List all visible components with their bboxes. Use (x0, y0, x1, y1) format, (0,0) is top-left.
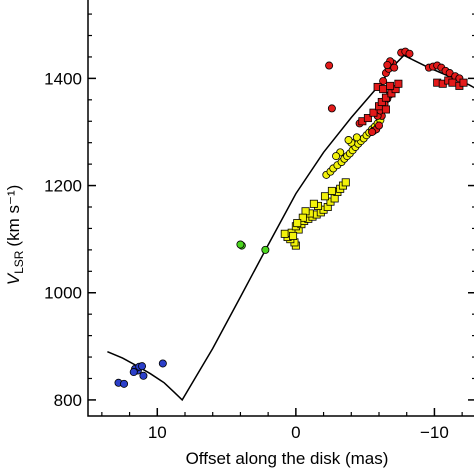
data-point-square (341, 178, 350, 187)
y-axis-label-subscript: LSR (12, 250, 26, 274)
y-axis: 800 1000 1200 1400 (44, 13, 474, 410)
data-point-square (309, 199, 318, 208)
data-point-circle (352, 133, 361, 142)
data-point-square (381, 93, 390, 102)
data-point-square (377, 97, 386, 106)
y-axis-label-unit: (km s⁻¹) (4, 185, 23, 247)
data-point-square (298, 213, 307, 222)
data-point-square (289, 231, 298, 240)
y-axis-label-main: V (4, 272, 23, 285)
data-point-circle (390, 63, 399, 72)
data-point-circle (379, 77, 388, 86)
y-tick-label: 1200 (44, 177, 82, 196)
data-point-circle (405, 49, 414, 58)
data-point-circle (129, 368, 138, 377)
data-point-square (386, 81, 395, 90)
data-point-square (459, 78, 468, 87)
data-points (114, 47, 468, 388)
data-point-circle (138, 362, 147, 371)
model-curve (107, 54, 474, 402)
data-point-circle (120, 379, 129, 388)
data-point-square (293, 219, 302, 228)
data-point-circle (344, 136, 353, 145)
data-point-circle (383, 60, 392, 69)
data-point-circle (261, 245, 270, 254)
data-point-square (327, 186, 336, 195)
x-tick-label: 10 (148, 423, 167, 442)
data-point-circle (368, 127, 377, 136)
data-point-square (280, 229, 289, 238)
y-tick-label: 1400 (44, 69, 82, 88)
y-axis-label: VLSR (km s⁻¹) (4, 185, 26, 286)
data-point-square (394, 79, 403, 88)
data-point-circle (139, 371, 148, 380)
x-tick-label: 0 (291, 423, 300, 442)
data-point-circle (236, 240, 245, 249)
data-point-circle (332, 152, 341, 161)
x-tick-label: −10 (420, 423, 449, 442)
data-point-circle (327, 104, 336, 113)
data-point-square (363, 114, 372, 123)
data-point-circle (325, 61, 334, 70)
data-point-square (448, 78, 457, 87)
data-point-square (379, 85, 388, 94)
plot-frame (87, 0, 474, 417)
y-tick-label: 800 (54, 391, 82, 410)
data-point-circle (374, 121, 383, 130)
y-tick-label: 1000 (44, 284, 82, 303)
x-axis-label: Offset along the disk (mas) (186, 449, 389, 468)
data-point-circle (158, 359, 167, 368)
data-point-square (369, 108, 378, 117)
data-point-square (381, 105, 390, 114)
x-axis: 10 0 −10 (101, 408, 463, 442)
data-point-square (320, 192, 329, 201)
